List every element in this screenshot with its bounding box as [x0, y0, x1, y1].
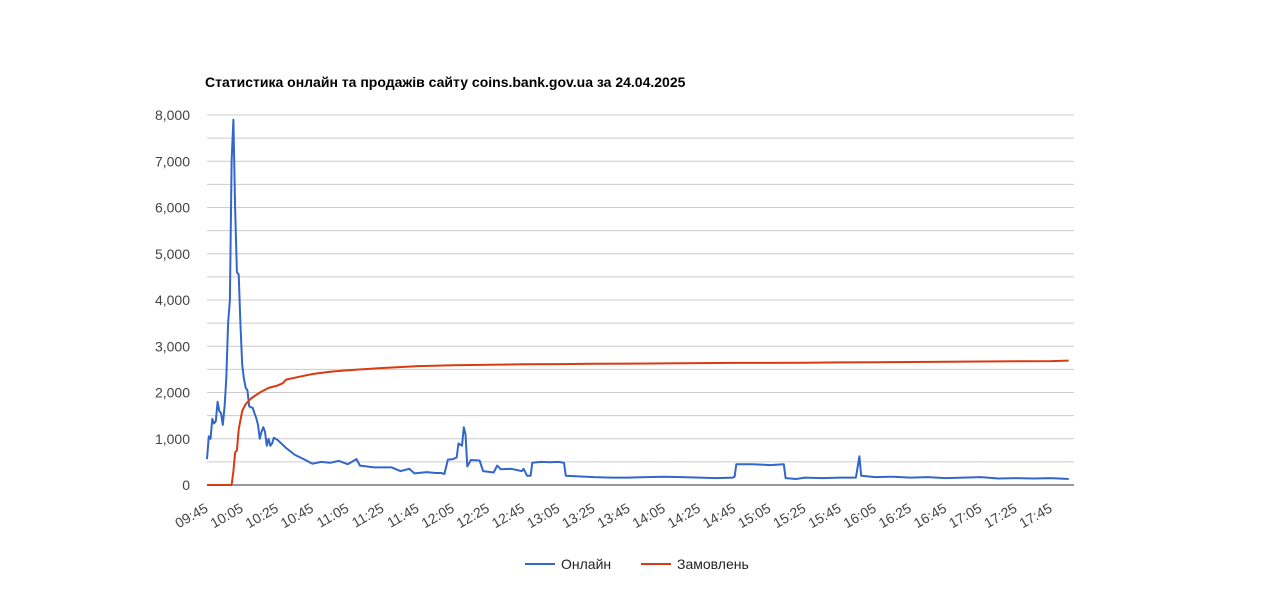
x-tick-label: 16:45	[911, 500, 950, 531]
x-tick-label: 12:05	[418, 500, 457, 531]
x-tick-label: 12:45	[489, 500, 528, 531]
x-tick-label: 12:25	[454, 500, 493, 531]
x-tick-label: 13:25	[559, 500, 598, 531]
legend-label-orders: Замовлень	[677, 556, 749, 572]
series-line-orders	[207, 359, 1069, 486]
series-line-online	[206, 118, 1069, 480]
x-tick-label: 17:25	[981, 500, 1020, 531]
x-tick-label: 10:45	[278, 500, 317, 531]
legend: Онлайн Замовлень	[525, 556, 749, 572]
grid-layer	[207, 114, 1074, 486]
x-tick-label: 14:45	[700, 500, 739, 531]
y-tick-label: 3,000	[155, 338, 190, 354]
x-tick-label: 11:45	[384, 500, 422, 531]
y-tick-label: 0	[182, 477, 190, 493]
y-tick-label: 7,000	[155, 153, 190, 169]
y-tick-label: 5,000	[155, 246, 190, 262]
x-tick-label: 15:05	[735, 500, 774, 531]
y-tick-label: 4,000	[155, 292, 190, 308]
x-tick-label: 13:05	[524, 500, 563, 531]
x-tick-label: 16:25	[876, 500, 915, 531]
x-tick-label: 15:45	[805, 500, 844, 531]
chart-title: Статистика онлайн та продажів сайту coin…	[205, 74, 686, 90]
x-tick-label: 10:25	[242, 500, 281, 531]
x-tick-label: 15:25	[770, 500, 809, 531]
x-tick-label: 14:25	[665, 500, 704, 531]
series-layer	[206, 118, 1069, 486]
x-tick-label: 17:45	[1016, 500, 1055, 531]
x-tick-label: 10:05	[207, 500, 246, 531]
x-tick-label: 14:05	[629, 500, 668, 531]
x-tick-label: 17:05	[946, 500, 985, 531]
y-tick-label: 6,000	[155, 200, 190, 216]
x-axis-ticks: 09:4510:0510:2510:4511:0511:2511:4512:05…	[172, 500, 1055, 531]
x-tick-label: 16:05	[840, 500, 879, 531]
y-axis-ticks: 0 1,000 2,000 3,000 4,000 5,000 6,000 7,000 8,00…	[155, 107, 190, 493]
y-tick-label: 8,000	[155, 107, 190, 123]
x-tick-label: 09:45	[172, 500, 211, 531]
y-tick-label: 2,000	[155, 385, 190, 401]
x-tick-label: 11:25	[349, 500, 387, 531]
x-tick-label: 13:45	[594, 500, 633, 531]
x-tick-label: 11:05	[314, 500, 352, 531]
legend-label-online: Онлайн	[561, 556, 611, 572]
y-tick-label: 1,000	[155, 431, 190, 447]
